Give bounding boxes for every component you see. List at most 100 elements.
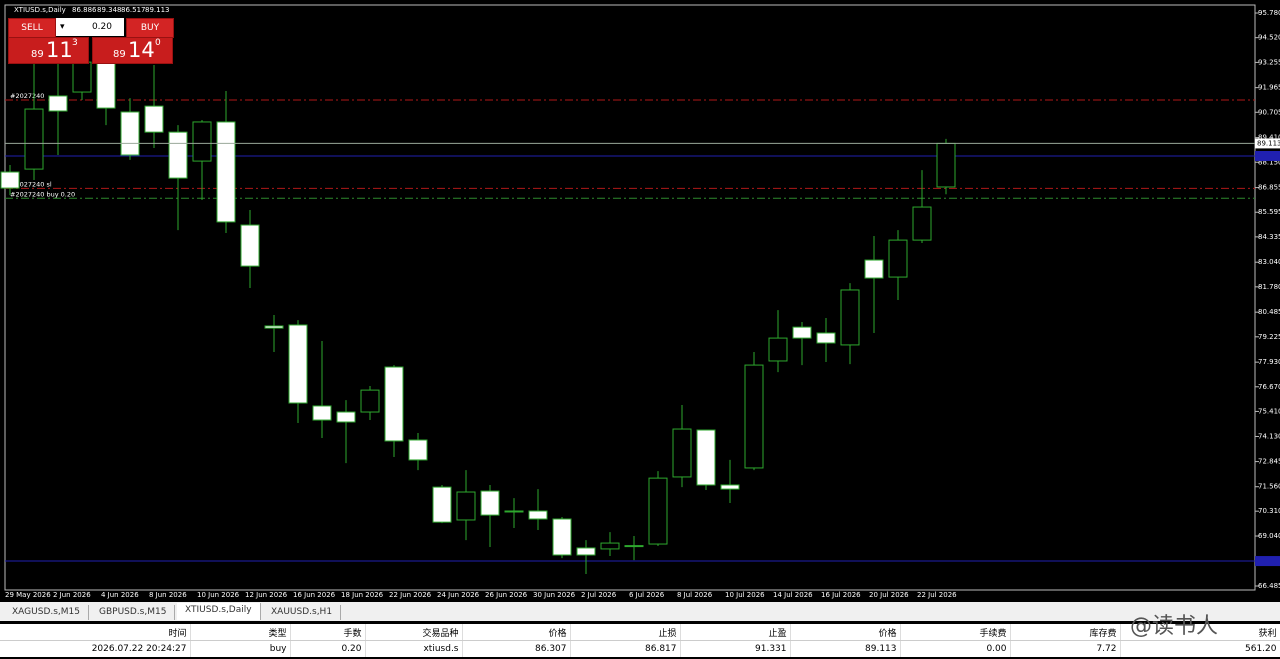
candle-body xyxy=(72,61,92,93)
candle-body xyxy=(168,131,188,179)
candle-body xyxy=(768,337,788,362)
candle-body xyxy=(888,239,908,278)
x-tick-label: 24 Jun 2026 xyxy=(437,591,480,599)
header-cell: 价格 xyxy=(790,624,901,641)
y-tick-label: 95.780 xyxy=(1258,9,1280,17)
candle-body xyxy=(408,439,428,461)
y-tick-label: 77.930 xyxy=(1258,358,1280,366)
candle-body xyxy=(552,518,572,556)
cell: 561.20 xyxy=(1120,640,1280,657)
candle-body xyxy=(696,429,716,486)
chart: XTIUSD.s,Daily 86.886 89.348 86.517 89.1… xyxy=(0,4,1280,599)
sell-button[interactable]: SELL xyxy=(8,18,56,38)
sell-price[interactable]: 89 11 3 xyxy=(8,37,89,64)
header-cell: 止盈 xyxy=(680,624,791,641)
spin[interactable]: ▾ xyxy=(60,22,65,32)
trade-panel: SELL ▾ 0.20 BUY 89 11 3 89 14 0 xyxy=(8,18,174,64)
x-tick-label: 18 Jun 2026 xyxy=(341,591,384,599)
buy-button[interactable]: BUY xyxy=(126,18,174,38)
y-tick-label: 93.255 xyxy=(1258,58,1280,66)
x-tick-label: 26 Jun 2026 xyxy=(485,591,528,599)
order-label: #2027240 sl xyxy=(10,180,52,188)
candle-body xyxy=(576,547,596,556)
y-tick-label: 80.485 xyxy=(1258,308,1280,316)
y-tick-label: 69.040 xyxy=(1258,532,1280,540)
candle-body xyxy=(912,206,932,241)
candle-body xyxy=(816,332,836,344)
lot-input[interactable]: ▾ 0.20 xyxy=(56,18,124,36)
y-tick-label: 94.520 xyxy=(1258,34,1280,42)
header-cell: 价格 xyxy=(462,624,571,641)
y-tick-label: 70.310 xyxy=(1258,507,1280,515)
y-tick-label: 74.130 xyxy=(1258,432,1280,440)
y-tick-label: 89.410 xyxy=(1258,134,1280,142)
cell: 91.331 xyxy=(680,640,791,657)
candle-body xyxy=(240,224,260,267)
price-box xyxy=(1255,138,1280,149)
candle-body xyxy=(288,324,308,404)
buy-price[interactable]: 89 14 0 xyxy=(92,37,173,64)
candle-body xyxy=(672,428,692,478)
y-tick-label: 84.335 xyxy=(1258,233,1280,241)
order-label: #2027240 buy 0.20 xyxy=(10,190,75,198)
cell: 0.20 xyxy=(290,640,366,657)
tab[interactable]: GBPUSD.s,M15 xyxy=(91,605,176,620)
candle-body xyxy=(648,477,668,545)
cell: 86.817 xyxy=(570,640,681,657)
candle-body xyxy=(432,486,452,523)
cell: 7.72 xyxy=(1010,640,1121,657)
x-tick-label: 10 Jun 2026 xyxy=(197,591,240,599)
header-cell: 交易品种 xyxy=(365,624,463,641)
x-tick-label: 10 Jul 2026 xyxy=(725,591,765,599)
ohlc-close: 89.113 xyxy=(145,6,170,14)
tab[interactable]: XTIUSD.s,Daily xyxy=(177,603,261,620)
y-tick-label: 88.150 xyxy=(1258,158,1280,166)
chart-frame xyxy=(4,4,1256,591)
table-row: 时间 类型 手数 交易品种 价格 止损 止盈 价格 手续费 库存费 获利 xyxy=(0,624,1280,641)
price-pips: 14 xyxy=(128,38,155,62)
lot-value: 0.20 xyxy=(91,22,112,32)
watermark: @读书人 xyxy=(1130,614,1219,639)
candle-body xyxy=(864,259,884,279)
candle-body xyxy=(600,542,620,550)
x-tick-label: 14 Jul 2026 xyxy=(773,591,813,599)
candle-body xyxy=(312,405,332,421)
y-tick-label: 79.225 xyxy=(1258,333,1280,341)
price-big: 89 xyxy=(31,49,44,60)
candle-body xyxy=(456,491,476,521)
candle-body xyxy=(504,510,524,513)
x-tick-label: 16 Jun 2026 xyxy=(293,591,336,599)
ohlc-high: 89.348 xyxy=(97,6,122,14)
y-tick-label: 81.780 xyxy=(1258,283,1280,291)
x-tick-label: 8 Jul 2026 xyxy=(677,591,713,599)
cell: buy xyxy=(190,640,291,657)
candle-body xyxy=(936,142,956,188)
header-cell: 手续费 xyxy=(900,624,1011,641)
header-cell: 止损 xyxy=(570,624,681,641)
candle-body xyxy=(840,289,860,346)
price-frac: 3 xyxy=(72,38,78,48)
x-tick-label: 12 Jun 2026 xyxy=(245,591,288,599)
y-tick-label: 72.845 xyxy=(1258,458,1280,466)
header-cell: 库存费 xyxy=(1010,624,1121,641)
table-row[interactable]: 2026.07.22 20:24:27 buy 0.20 xtiusd.s 86.307… xyxy=(0,640,1280,657)
tab[interactable]: XAUUSD.s,H1 xyxy=(263,605,342,620)
x-tick-label: 30 Jun 2026 xyxy=(533,591,576,599)
y-tick-label: 90.705 xyxy=(1258,108,1280,116)
candle-body xyxy=(216,121,236,223)
candle-body xyxy=(0,171,20,189)
cell: 2026.07.22 20:24:27 xyxy=(0,640,191,657)
x-tick-label: 2 Jul 2026 xyxy=(581,591,617,599)
cell: 86.307 xyxy=(462,640,571,657)
x-tick-label: 20 Jul 2026 xyxy=(869,591,909,599)
candle-body xyxy=(48,95,68,112)
candle-body xyxy=(336,411,356,423)
tab[interactable]: XAGUSD.s,M15 xyxy=(4,605,89,620)
candle-body xyxy=(144,105,164,133)
y-tick-label: 71.560 xyxy=(1258,483,1280,491)
y-tick-label: 91.965 xyxy=(1258,84,1280,92)
price-big: 89 xyxy=(113,49,126,60)
ohlc-low: 86.517 xyxy=(121,6,146,14)
x-tick-label: 16 Jul 2026 xyxy=(821,591,861,599)
